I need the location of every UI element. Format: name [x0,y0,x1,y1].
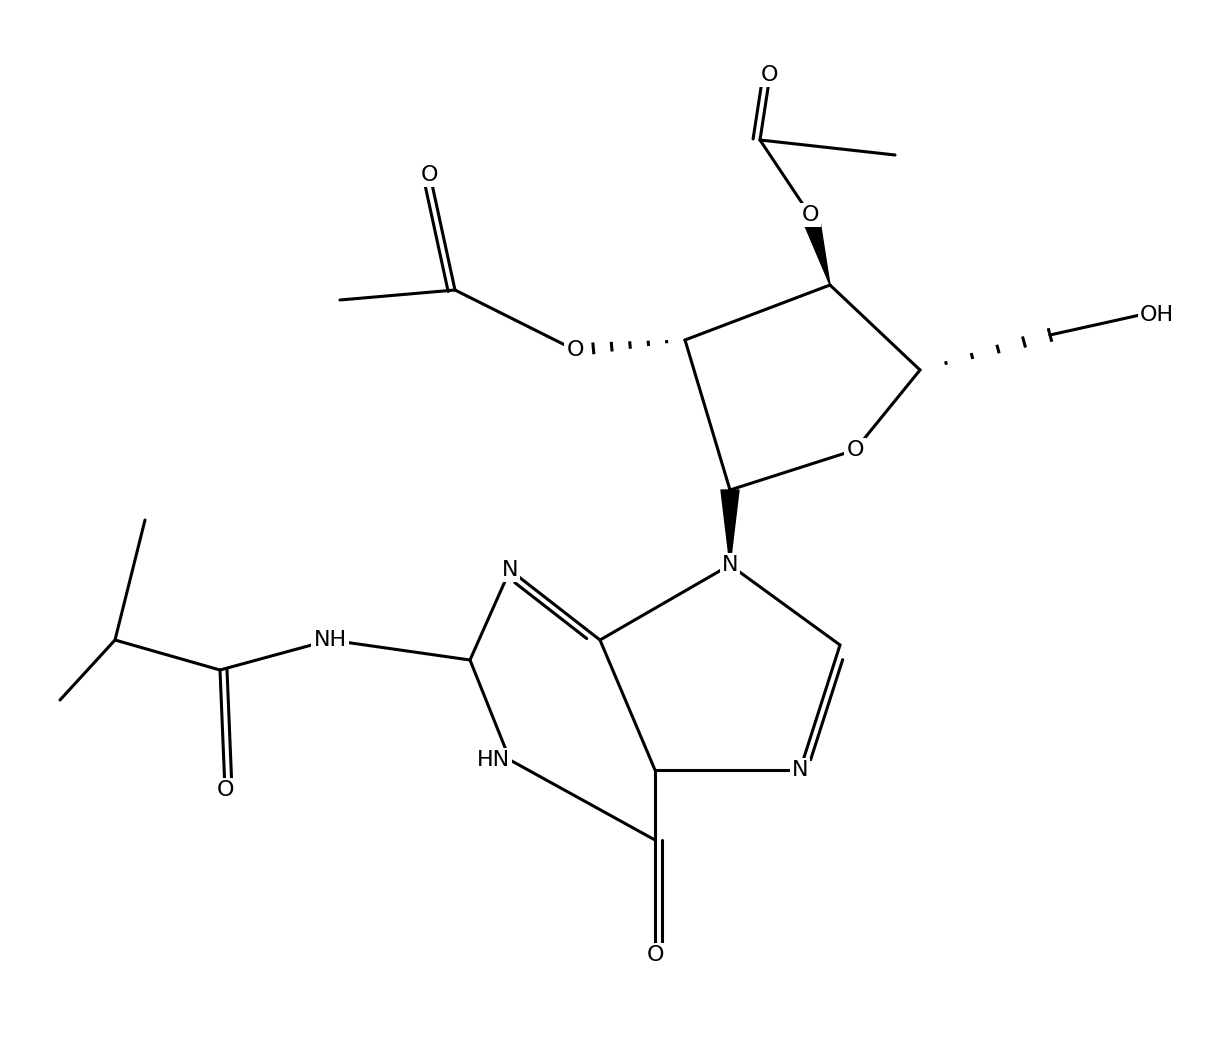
Text: HN: HN [476,750,510,770]
Polygon shape [721,490,739,565]
Text: O: O [421,165,439,185]
Text: N: N [502,560,519,580]
Text: N: N [721,555,738,576]
Text: NH: NH [314,630,346,650]
Text: O: O [646,945,663,965]
Text: O: O [761,65,779,84]
Text: O: O [801,205,819,225]
Text: O: O [847,440,863,460]
Text: N: N [792,760,808,780]
Text: OH: OH [1140,305,1175,325]
Text: O: O [216,780,234,800]
Polygon shape [801,212,830,285]
Text: O: O [567,340,584,360]
